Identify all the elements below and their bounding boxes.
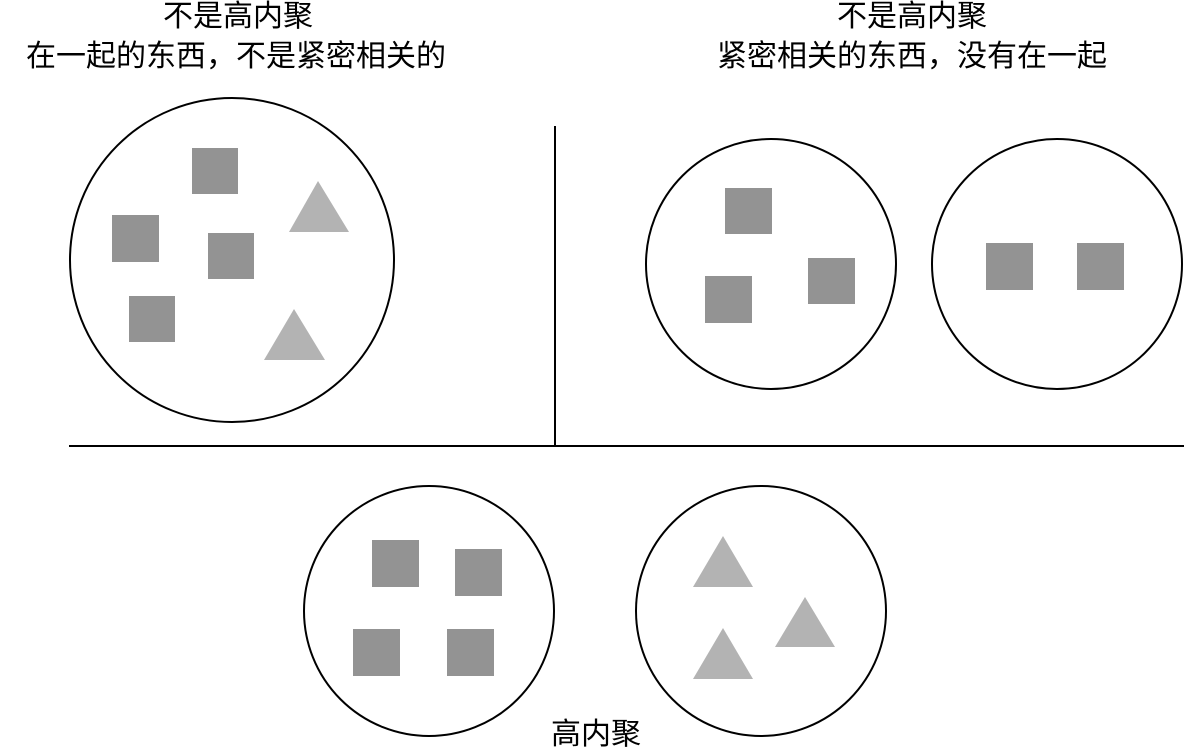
square-element: [455, 549, 502, 596]
split-container-circle-left: [645, 138, 897, 390]
split-container-circle-right: [931, 138, 1183, 390]
top-left-subtitle: 在一起的东西，不是紧密相关的: [26, 39, 446, 74]
triangle-element: [693, 628, 753, 679]
square-element: [129, 296, 175, 342]
triangle-element: [775, 597, 835, 647]
square-element: [372, 540, 419, 587]
square-element: [353, 629, 400, 676]
square-element: [447, 629, 494, 676]
top-right-title: 不是高内聚: [837, 0, 987, 34]
top-left-title: 不是高内聚: [163, 0, 313, 34]
bottom-title: 高内聚: [551, 717, 641, 752]
square-element: [725, 188, 772, 234]
triangle-element: [693, 536, 753, 587]
triangle-element: [264, 309, 325, 360]
square-element: [208, 233, 254, 279]
bottom-group: [303, 485, 887, 737]
triangles-container-circle: [635, 485, 887, 737]
top-right-subtitle: 紧密相关的东西，没有在一起: [717, 39, 1107, 74]
square-element: [705, 276, 752, 323]
squares-container-circle: [303, 485, 555, 737]
top-right-group: [645, 138, 1183, 390]
square-element: [808, 258, 855, 304]
square-element: [112, 215, 159, 262]
square-element: [192, 148, 238, 194]
mixed-container-circle: [69, 97, 395, 423]
top-left-group: [69, 97, 395, 423]
square-element: [986, 243, 1033, 290]
square-element: [1077, 243, 1124, 290]
triangle-element: [289, 181, 349, 232]
